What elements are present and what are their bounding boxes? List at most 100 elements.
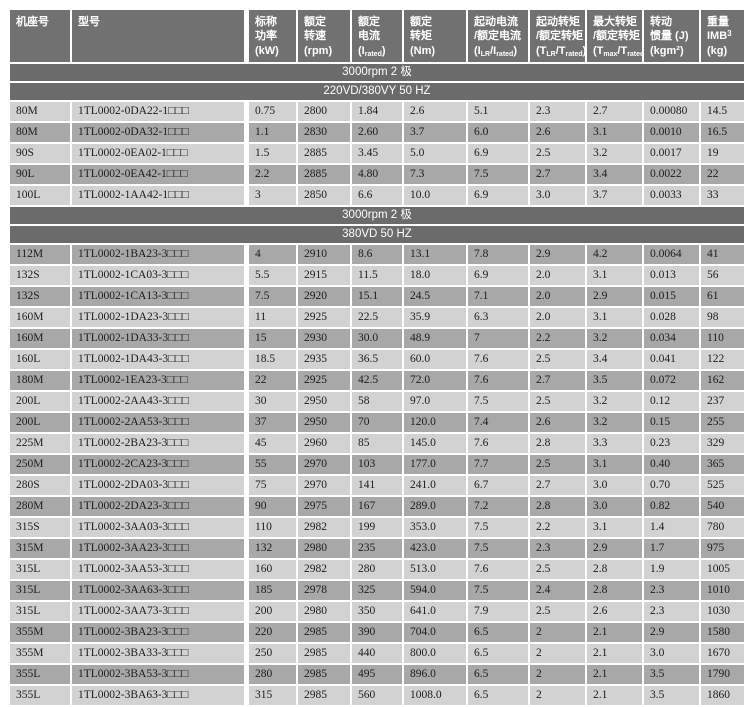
- cell-t_lr_ratio: 2.0: [530, 307, 585, 327]
- column-header-power_kw: 标称 功率 (kW): [246, 10, 296, 62]
- cell-frame: 355M: [10, 643, 70, 663]
- cell-t_lr_ratio: 2.6: [530, 412, 585, 432]
- cell-inertia: 1.9: [644, 559, 699, 579]
- cell-i_lr_ratio: 6.3: [468, 307, 528, 327]
- cell-speed_rpm: 2920: [298, 286, 350, 306]
- cell-speed_rpm: 2915: [298, 265, 350, 285]
- cell-torque_nm: 513.0: [404, 559, 466, 579]
- cell-model: 1TL0002-3AA63-3□□□: [72, 580, 244, 600]
- cell-current: 560: [352, 685, 402, 705]
- header-line: 额定: [410, 16, 432, 28]
- cell-power_kw: 280: [246, 664, 296, 684]
- motor-spec-table: 机座号 型号 标称 功率 (kW) 额定 转速 (rpm) 额定 电流 (Irated) 额定 转矩 (N…: [8, 8, 746, 707]
- cell-speed_rpm: 2950: [298, 391, 350, 411]
- cell-model: 1TL0002-3BA53-3□□□: [72, 664, 244, 684]
- cell-power_kw: 220: [246, 622, 296, 642]
- header-line: (ILR/Irated): [474, 44, 517, 58]
- cell-t_max_ratio: 2.1: [587, 664, 642, 684]
- cell-model: 1TL0002-2AA53-3□□□: [72, 412, 244, 432]
- cell-t_max_ratio: 3.2: [587, 143, 642, 163]
- table-row: 315L 1TL0002-3AA63-3□□□ 185 2978 325 594.0 7.5…: [10, 580, 744, 600]
- cell-t_max_ratio: 2.1: [587, 622, 642, 642]
- cell-speed_rpm: 2850: [298, 185, 350, 205]
- table-row: 100L 1TL0002-1AA42-1□□□ 3 2850 6.6 10.0 6.9 3.0…: [10, 185, 744, 205]
- cell-model: 1TL0002-2AA43-3□□□: [72, 391, 244, 411]
- cell-t_max_ratio: 3.4: [587, 349, 642, 369]
- cell-t_lr_ratio: 2: [530, 622, 585, 642]
- cell-speed_rpm: 2950: [298, 412, 350, 432]
- cell-power_kw: 1.1: [246, 122, 296, 142]
- cell-torque_nm: 704.0: [404, 622, 466, 642]
- cell-frame: 250M: [10, 454, 70, 474]
- cell-power_kw: 0.75: [246, 101, 296, 121]
- header-line: 转矩: [410, 30, 432, 43]
- header-line: /额定电流: [474, 30, 522, 43]
- cell-t_max_ratio: 3.2: [587, 328, 642, 348]
- cell-current: 22.5: [352, 307, 402, 327]
- cell-model: 1TL0002-0DA32-1□□□: [72, 122, 244, 142]
- cell-t_lr_ratio: 3.0: [530, 185, 585, 205]
- cell-torque_nm: 353.0: [404, 517, 466, 537]
- header-line: (kgm²): [650, 44, 684, 57]
- cell-current: 4.80: [352, 164, 402, 184]
- cell-speed_rpm: 2830: [298, 122, 350, 142]
- band-row: 3000rpm 2 极: [10, 206, 744, 224]
- cell-model: 1TL0002-3BA63-3□□□: [72, 685, 244, 705]
- column-header-speed_rpm: 额定 转速 (rpm): [298, 10, 350, 62]
- section-band-voltage: 220VD/380VY 50 HZ: [10, 82, 744, 100]
- cell-model: 1TL0002-1AA42-1□□□: [72, 185, 244, 205]
- cell-current: 30.0: [352, 328, 402, 348]
- cell-power_kw: 15: [246, 328, 296, 348]
- cell-i_lr_ratio: 7.9: [468, 601, 528, 621]
- header-line: 惯量 (J): [650, 30, 689, 43]
- cell-frame: 90L: [10, 164, 70, 184]
- cell-torque_nm: 3.7: [404, 122, 466, 142]
- cell-inertia: 0.40: [644, 454, 699, 474]
- cell-t_lr_ratio: 2: [530, 643, 585, 663]
- cell-frame: 160M: [10, 328, 70, 348]
- cell-weight: 19: [701, 143, 744, 163]
- cell-inertia: 0.23: [644, 433, 699, 453]
- cell-current: 11.5: [352, 265, 402, 285]
- cell-inertia: 2.3: [644, 580, 699, 600]
- cell-model: 1TL0002-2CA23-3□□□: [72, 454, 244, 474]
- cell-current: 235: [352, 538, 402, 558]
- cell-speed_rpm: 2925: [298, 370, 350, 390]
- cell-inertia: 0.013: [644, 265, 699, 285]
- column-header-frame: 机座号: [10, 10, 70, 62]
- cell-power_kw: 11: [246, 307, 296, 327]
- cell-current: 6.6: [352, 185, 402, 205]
- cell-power_kw: 250: [246, 643, 296, 663]
- cell-torque_nm: 1008.0: [404, 685, 466, 705]
- cell-torque_nm: 241.0: [404, 475, 466, 495]
- cell-i_lr_ratio: 6.5: [468, 643, 528, 663]
- cell-speed_rpm: 2800: [298, 101, 350, 121]
- cell-weight: 1580: [701, 622, 744, 642]
- column-header-t_max_ratio: 最大转矩/额定转矩(Tmax/Trated): [587, 10, 642, 62]
- section-band-poles: 3000rpm 2 极: [10, 206, 744, 224]
- cell-inertia: 1.7: [644, 538, 699, 558]
- cell-current: 8.6: [352, 244, 402, 264]
- table-body: 3000rpm 2 极 220VD/380VY 50 HZ 80M 1TL0002-0…: [10, 63, 744, 705]
- cell-weight: 1790: [701, 664, 744, 684]
- cell-t_lr_ratio: 2.3: [530, 538, 585, 558]
- cell-model: 1TL0002-3BA33-3□□□: [72, 643, 244, 663]
- table-row: 132S 1TL0002-1CA03-3□□□ 5.5 2915 11.5 18.0 6.9…: [10, 265, 744, 285]
- cell-inertia: 0.0017: [644, 143, 699, 163]
- cell-torque_nm: 24.5: [404, 286, 466, 306]
- cell-power_kw: 3: [246, 185, 296, 205]
- cell-i_lr_ratio: 7.4: [468, 412, 528, 432]
- cell-frame: 80M: [10, 101, 70, 121]
- cell-power_kw: 30: [246, 391, 296, 411]
- cell-speed_rpm: 2985: [298, 622, 350, 642]
- cell-speed_rpm: 2935: [298, 349, 350, 369]
- table-row: 200L 1TL0002-2AA53-3□□□ 37 2950 70 120.0 7.4 2.…: [10, 412, 744, 432]
- cell-speed_rpm: 2985: [298, 685, 350, 705]
- cell-t_max_ratio: 3.2: [587, 412, 642, 432]
- cell-power_kw: 185: [246, 580, 296, 600]
- cell-inertia: 0.82: [644, 496, 699, 516]
- cell-current: 85: [352, 433, 402, 453]
- cell-model: 1TL0002-1DA33-3□□□: [72, 328, 244, 348]
- cell-model: 1TL0002-1CA13-3□□□: [72, 286, 244, 306]
- cell-t_max_ratio: 3.0: [587, 475, 642, 495]
